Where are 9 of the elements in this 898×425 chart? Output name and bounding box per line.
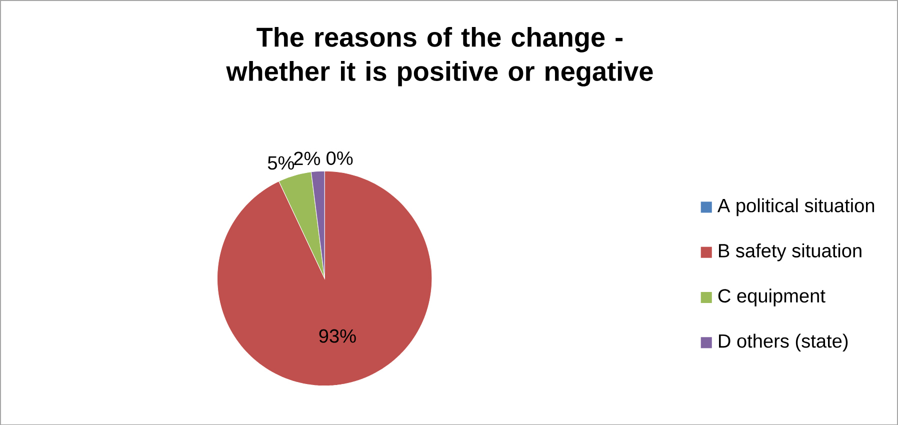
- legend-label: C equipment: [718, 288, 826, 306]
- legend-label: D others (state): [718, 334, 848, 352]
- data-label: 93%: [319, 329, 356, 343]
- chart-title: The reasons of the change - whether it is positive or negative: [226, 26, 653, 86]
- legend-label: B safety situation: [718, 243, 862, 262]
- text: 0%: [326, 151, 353, 165]
- data-label: 5%: [268, 156, 294, 170]
- legend-label: A political situation: [717, 198, 874, 216]
- data-label: 2%: [294, 152, 320, 165]
